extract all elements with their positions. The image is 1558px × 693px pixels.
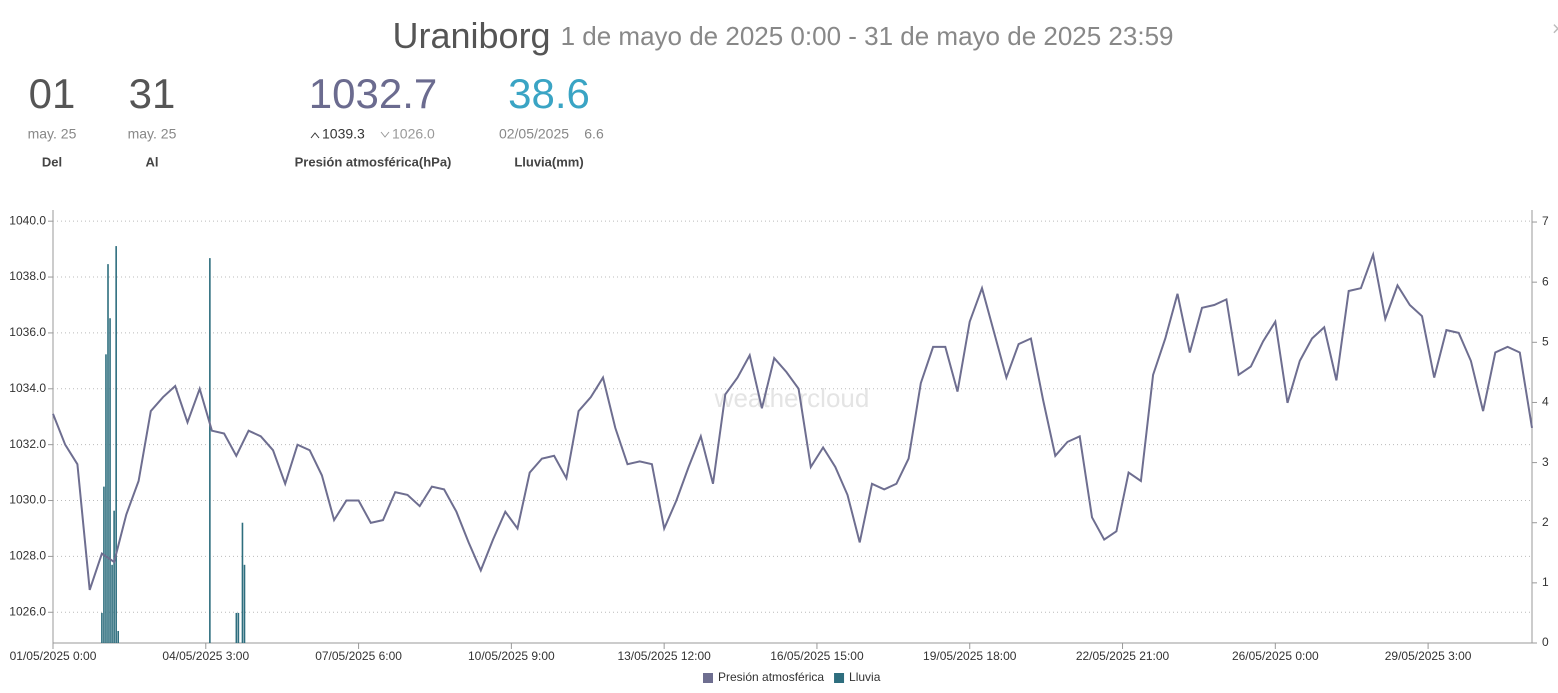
rain-bar [117,630,119,643]
stat-sub: may. 25 [128,126,177,142]
rain-bar [209,258,211,643]
legend-swatch [703,673,713,683]
rain-bar [101,612,103,643]
rain-bar [103,486,105,643]
pressure-line [52,250,1533,591]
stat-label: Presión atmosférica(hPa) [295,154,452,169]
x-tick-label: 04/05/2025 3:00 [162,649,249,663]
rain-bar [235,612,238,643]
stat-sub: may. 25 [28,126,77,142]
x-tick-label: 19/05/2025 18:00 [923,649,1017,663]
x-tick-label: 13/05/2025 12:00 [617,649,711,663]
y-tick-label: 1034.0 [9,381,46,395]
stat-value: 1032.7 [309,70,437,117]
x-tick-label: 16/05/2025 15:00 [770,649,864,663]
stat-label: Lluvia(mm) [514,154,583,169]
stat-label: Al [146,154,159,169]
y-tick-label: 1030.0 [9,493,46,507]
y-tick-label: 1036.0 [9,325,46,339]
x-tick-label: 29/05/2025 3:00 [1385,649,1472,663]
stat-max: 6.6 [584,126,604,142]
y2-tick-label: 7 [1542,214,1549,228]
y2-tick-label: 5 [1542,334,1549,348]
rain-bar [243,564,246,643]
stat-value: 31 [129,70,176,117]
stat-max: 1039.3 [322,126,365,142]
y-tick-label: 1028.0 [9,549,46,563]
x-tick-label: 26/05/2025 0:00 [1232,649,1319,663]
x-tick-label: 01/05/2025 0:00 [10,649,97,663]
rain-bar [113,510,115,643]
y2-tick-label: 6 [1542,274,1549,288]
close-icon[interactable]: × [1552,18,1558,40]
rain-bar [237,612,240,643]
down-icon [380,131,390,138]
rain-bar [107,264,109,643]
x-tick-label: 22/05/2025 21:00 [1076,649,1170,663]
y-tick-label: 1040.0 [9,213,46,227]
watermark: weathercloud [714,383,870,413]
subtitle: 1 de mayo de 2025 0:00 - 31 de mayo de 2… [561,21,1174,51]
y-tick-label: 1038.0 [9,269,46,283]
stats: 01 may. 25 Del 31 may. 25 Al 1032.7 1039… [28,70,604,169]
legend-label: Presión atmosférica [718,670,824,684]
y2-tick-label: 3 [1542,455,1549,469]
y2-tick-label: 1 [1542,575,1549,589]
title: Uraniborg [393,15,551,56]
title-row: Uraniborg 1 de mayo de 2025 0:00 - 31 de … [393,15,1174,56]
rain-bar [105,354,107,643]
y2-tick-label: 0 [1542,635,1549,649]
y-tick-label: 1026.0 [9,604,46,618]
stat-value: 01 [29,70,76,117]
rain-bar [109,318,111,643]
x-tick-label: 10/05/2025 9:00 [468,649,555,663]
y2-tick-label: 4 [1542,395,1549,409]
legend-swatch [834,673,845,683]
up-icon [310,132,320,139]
stat-value: 38.6 [508,70,590,117]
y2-tick-label: 2 [1542,515,1549,529]
rain-bar [241,522,244,643]
stat-min: 1026.0 [392,126,435,142]
y-tick-label: 1032.0 [9,437,46,451]
stat-date: 02/05/2025 [499,126,569,142]
rain-bar [115,246,117,644]
legend-label: Lluvia [849,670,881,684]
x-tick-label: 07/05/2025 6:00 [315,649,402,663]
stat-label: Del [42,154,62,169]
rain-bar [111,564,113,643]
